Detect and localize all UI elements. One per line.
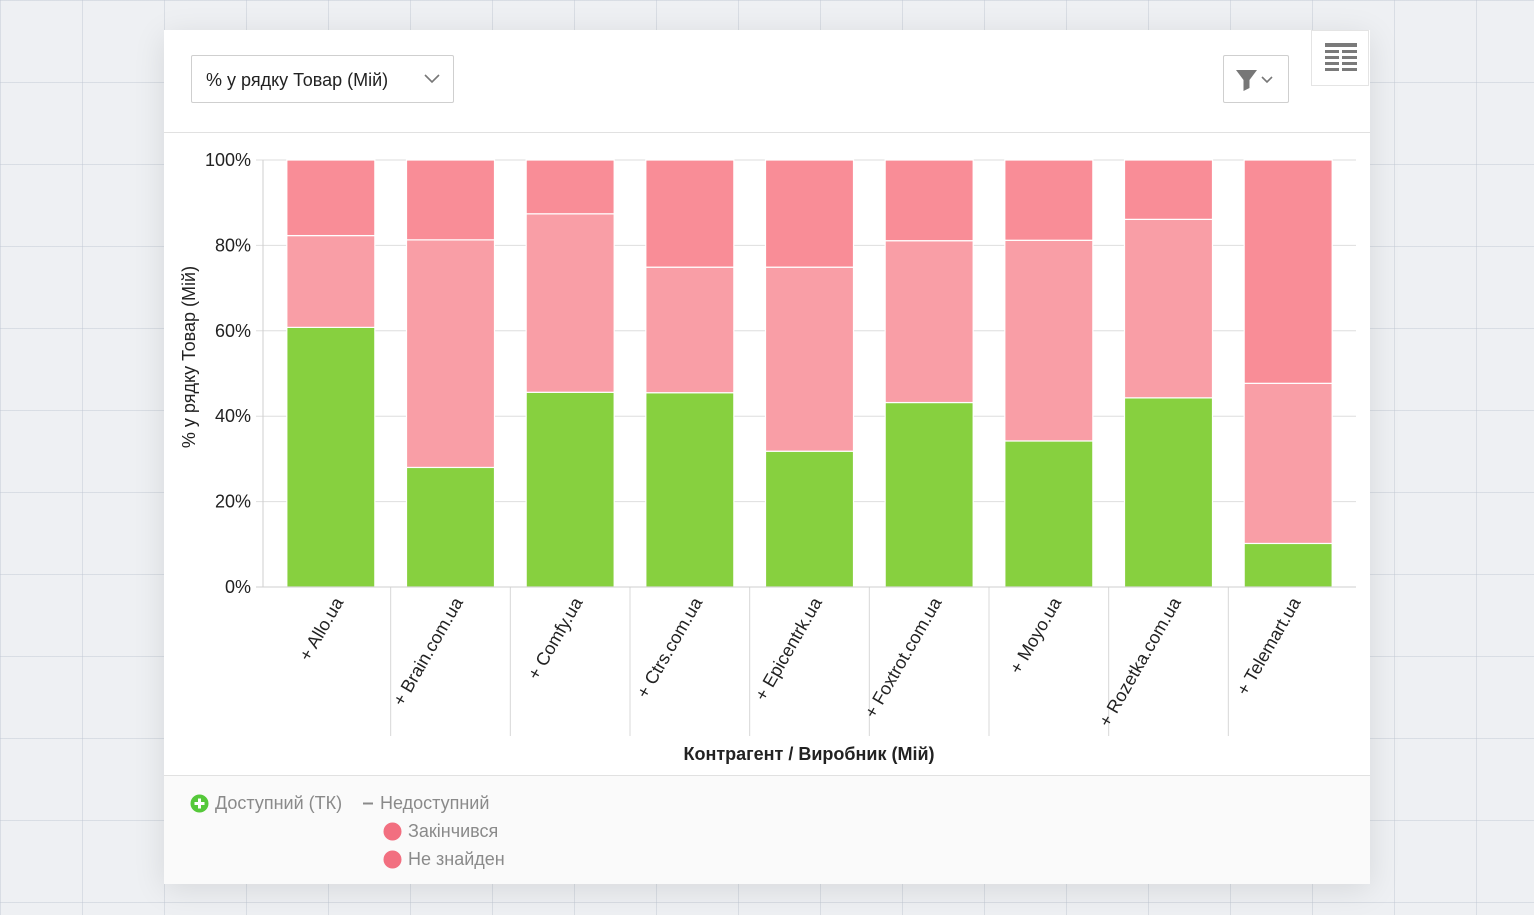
y-tick-label: 100%	[205, 150, 251, 170]
chart-toolbar: % у рядку Товар (Мій)	[164, 30, 1370, 133]
y-tick-label: 80%	[215, 235, 251, 255]
bar-segment[interactable]	[884, 401, 974, 588]
bar-segment[interactable]	[1243, 159, 1333, 384]
bar-segment[interactable]	[405, 239, 496, 469]
measure-select[interactable]: % у рядку Товар (Мій)	[191, 55, 454, 103]
bar-segment[interactable]	[525, 391, 615, 588]
bar-segment[interactable]	[525, 213, 615, 393]
stacked-bar-chart: 0% 20% 40% 60% 80% 100% + Allo.ua + Brain.com.u…	[179, 150, 1356, 764]
bar-segment[interactable]	[884, 159, 974, 242]
legend-item-finished[interactable]: Закінчився	[383, 821, 498, 842]
chart-plot-area: 0% 20% 40% 60% 80% 100% + Allo.ua + Brain.com.u…	[164, 133, 1370, 773]
bar-segment[interactable]	[1243, 382, 1333, 545]
x-tick-label[interactable]: + Ctrs.com.ua	[633, 593, 707, 701]
y-tick-label: 60%	[215, 321, 251, 341]
table-view-icon	[1325, 43, 1357, 71]
y-tick-label: 40%	[215, 406, 251, 426]
measure-select-label: % у рядку Товар (Мій)	[206, 70, 389, 90]
x-tick-label[interactable]: + Epicentrk.ua	[751, 593, 827, 704]
x-tick-label[interactable]: + Foxtrot.com.ua	[861, 593, 947, 721]
bar-segment[interactable]	[1004, 159, 1094, 241]
x-tick-label[interactable]: + Moyo.ua	[1006, 593, 1066, 677]
table-view-button[interactable]	[1311, 30, 1369, 86]
chart-legend: Доступний (ТК) Недоступний Закінчився Не…	[164, 775, 1370, 884]
chevron-down-icon	[424, 74, 440, 84]
x-tick-label[interactable]: + Brain.com.ua	[389, 593, 468, 709]
bar-segment[interactable]	[1004, 239, 1094, 442]
bar-segment[interactable]	[764, 159, 855, 268]
legend-label-unavailable: Недоступний	[380, 793, 490, 813]
bar-segment[interactable]	[1123, 218, 1214, 399]
legend-item-not-found[interactable]: Не знайден	[383, 849, 505, 870]
bar-segment[interactable]	[405, 159, 496, 241]
x-tick-label[interactable]: + Comfy.ua	[524, 593, 587, 683]
legend-label-finished: Закінчився	[408, 821, 499, 841]
bar-segment[interactable]	[764, 266, 855, 452]
bar-segment[interactable]	[1243, 542, 1333, 588]
bar-segment[interactable]	[645, 266, 735, 394]
x-tick-label[interactable]: + Allo.ua	[295, 593, 348, 664]
legend-dot-icon	[383, 850, 402, 869]
legend-group-unavailable[interactable]: Недоступний	[362, 793, 489, 814]
bar-segment[interactable]	[884, 240, 974, 404]
bar-segment[interactable]	[1123, 159, 1214, 220]
x-tick-label[interactable]: + Telemart.ua	[1233, 593, 1305, 698]
y-axis-label: % у рядку Товар (Мій)	[179, 266, 199, 448]
bar-segment[interactable]	[405, 466, 496, 588]
bar-segment[interactable]	[286, 159, 376, 237]
y-tick-label: 20%	[215, 492, 251, 512]
bar-segment[interactable]	[525, 159, 615, 215]
bar-segment[interactable]	[764, 450, 855, 588]
x-axis-label: Контрагент / Виробник (Мій)	[683, 744, 934, 764]
bar-segment[interactable]	[286, 234, 376, 328]
y-tick-label: 0%	[225, 577, 251, 597]
bar-segment[interactable]	[1004, 440, 1094, 588]
bar-segment[interactable]	[286, 326, 376, 588]
bar-segment[interactable]	[645, 159, 735, 268]
filter-icon	[1236, 70, 1273, 91]
legend-dot-icon	[383, 822, 402, 841]
minus-icon	[363, 802, 373, 805]
filter-button[interactable]	[1223, 55, 1289, 103]
legend-label-available: Доступний (ТК)	[215, 793, 343, 813]
chart-card: % у рядку Товар (Мій)	[164, 30, 1370, 884]
bar-segment[interactable]	[1123, 397, 1214, 588]
legend-group-available[interactable]: Доступний (ТК)	[190, 793, 342, 814]
legend-label-not-found: Не знайден	[408, 849, 505, 869]
plus-circle-icon	[190, 794, 209, 813]
bar-segment[interactable]	[645, 392, 735, 588]
